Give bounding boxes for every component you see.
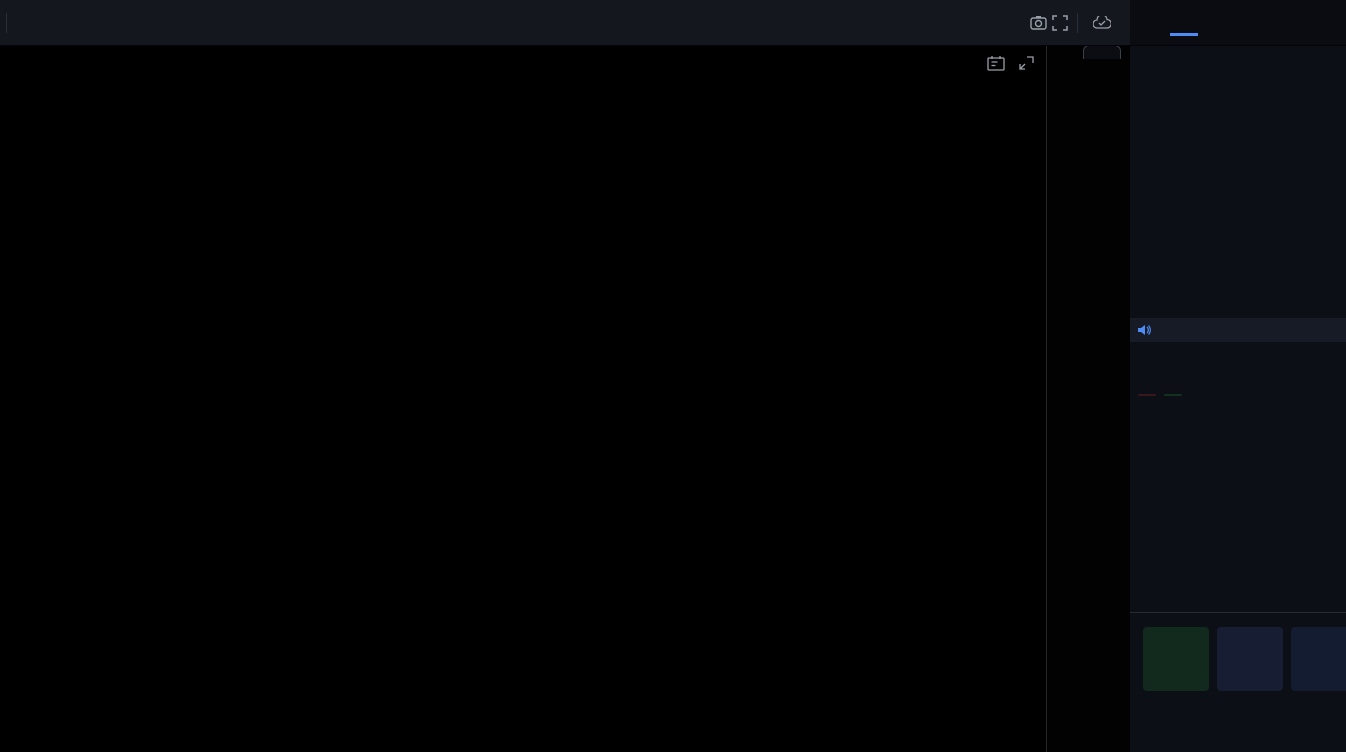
speaker-icon (1138, 325, 1151, 335)
order-panel-icon[interactable] (984, 52, 1008, 74)
watchlist-rows (1130, 73, 1346, 318)
toolbar-divider (1077, 12, 1078, 33)
main-candlestick-chart[interactable] (0, 0, 1130, 752)
ask-price-pill (1164, 394, 1182, 396)
right-panel (1130, 0, 1346, 752)
fullscreen-icon[interactable] (1049, 12, 1071, 34)
cloud-check-icon (1093, 16, 1111, 29)
technical-analysis-card[interactable] (1143, 627, 1209, 691)
ohlc-legend (8, 51, 25, 65)
price-axis[interactable] (1046, 45, 1131, 752)
save-layout-button[interactable] (1093, 16, 1121, 29)
restore-layout-icon[interactable] (1014, 52, 1038, 74)
chart-toolbar (0, 0, 1130, 46)
range-slider-track[interactable] (1130, 404, 1346, 420)
attention-card[interactable] (1217, 627, 1283, 691)
depth-chart[interactable] (1130, 446, 1346, 596)
panel-tabs (1130, 0, 1346, 46)
summary-cards (1130, 613, 1346, 691)
axis-collapse-tab[interactable] (1083, 45, 1121, 59)
bid-price-pill (1138, 394, 1156, 396)
divider (1130, 612, 1346, 613)
watchlist-header (1130, 46, 1346, 73)
day-range-slider (1130, 404, 1346, 446)
quote-block (1130, 342, 1346, 396)
camera-icon[interactable] (1027, 12, 1049, 34)
netflow-card[interactable] (1291, 627, 1346, 691)
toolbar-divider (6, 12, 7, 33)
signal-buttons (1130, 596, 1346, 600)
announcement-bar[interactable] (1130, 318, 1346, 342)
